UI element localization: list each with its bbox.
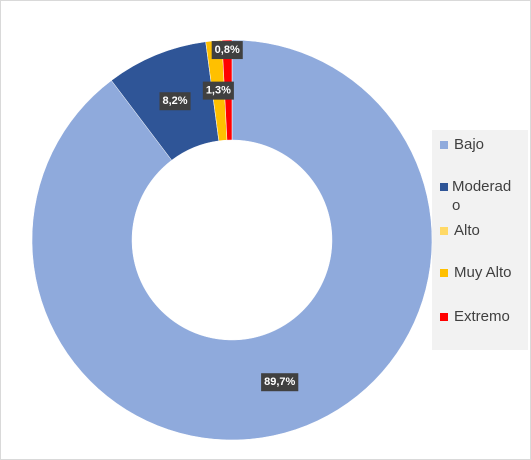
- data-label: 1,3%: [202, 81, 234, 100]
- legend-label: Alto: [454, 222, 480, 239]
- legend-label: Bajo: [454, 136, 484, 153]
- legend-swatch: [440, 141, 448, 149]
- legend-label-wrap: Moderado: [452, 178, 512, 214]
- data-label-text: 8,2%: [162, 95, 187, 107]
- data-label-bg: [202, 81, 234, 100]
- legend-label: Muy Alto: [454, 264, 512, 281]
- data-label-bg: [261, 373, 299, 392]
- legend-label: Extremo: [454, 308, 510, 325]
- data-label: 89,7%: [261, 373, 299, 392]
- data-label: 0,8%: [211, 41, 243, 60]
- donut-slice: [31, 39, 433, 441]
- legend-swatch: [440, 227, 448, 235]
- data-label-text: 1,3%: [206, 85, 231, 97]
- data-label: 8,2%: [159, 92, 191, 111]
- data-label-text: 89,7%: [264, 376, 295, 388]
- legend-swatch: [440, 269, 448, 277]
- data-label-bg: [211, 41, 243, 60]
- data-label-bg: [159, 92, 191, 111]
- legend-label: Moderado: [452, 178, 512, 214]
- data-label-text: 0,8%: [215, 44, 240, 56]
- legend-swatch: [440, 183, 448, 191]
- legend-swatch: [440, 313, 448, 321]
